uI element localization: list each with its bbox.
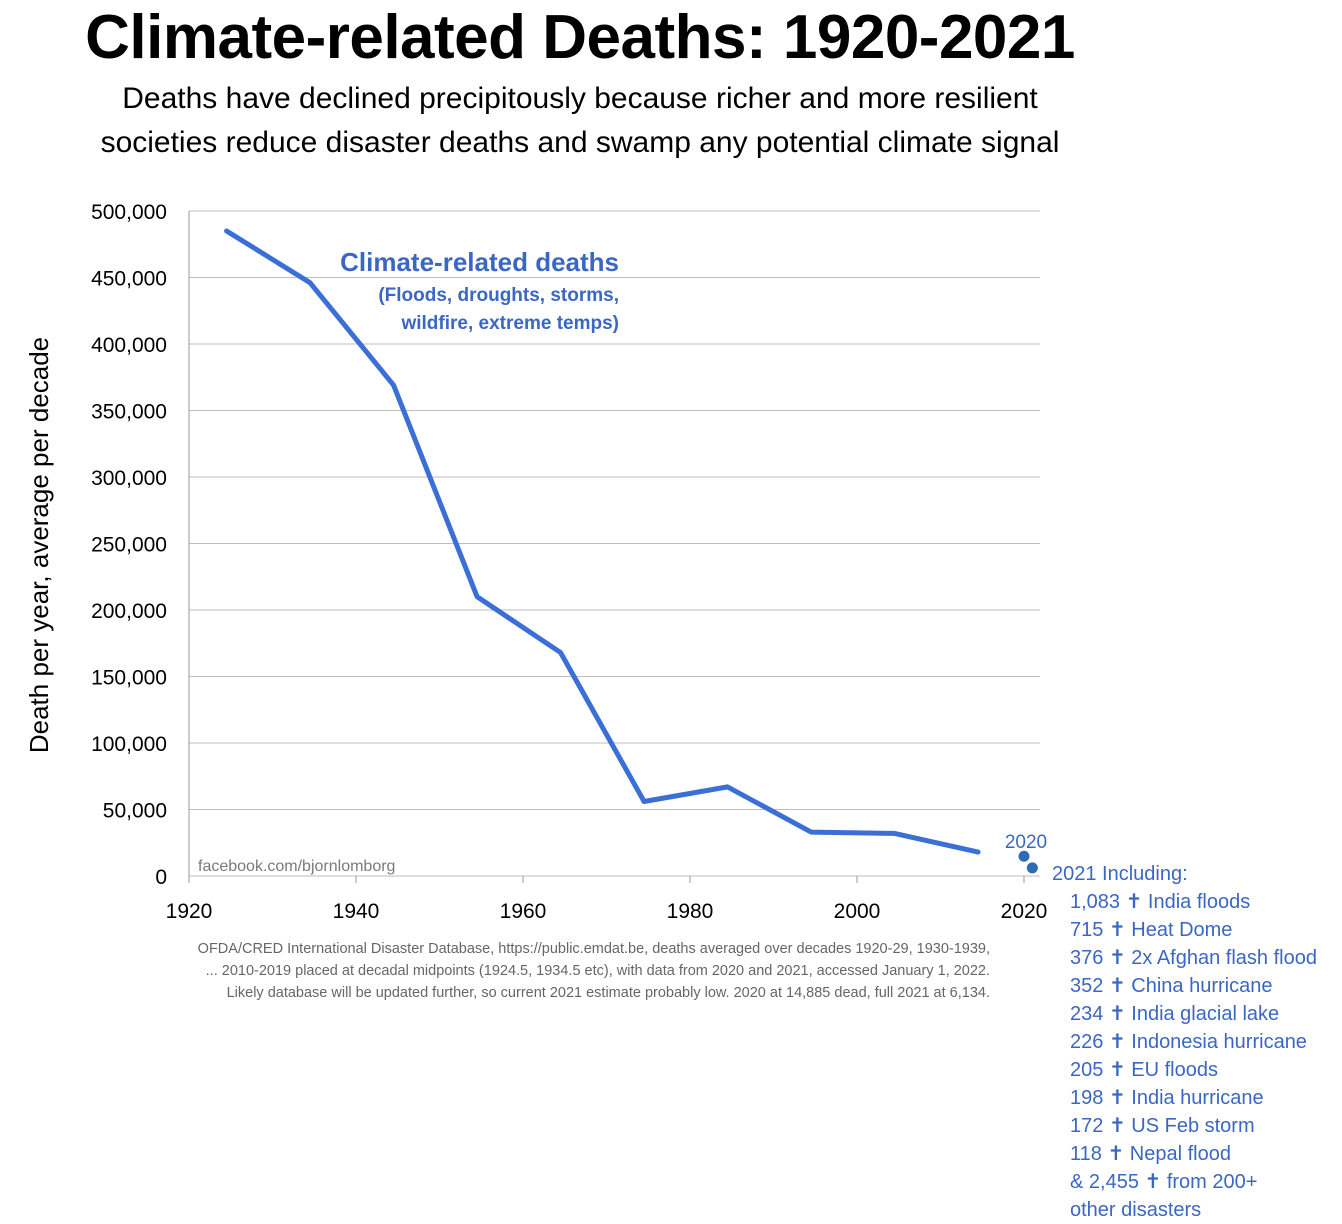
annotation-2021-item: & 2,455 ✝ from 200+ — [1070, 1168, 1317, 1196]
annotation-count: 198 — [1070, 1087, 1109, 1109]
annotation-2021-item: 715 ✝ Heat Dome — [1070, 916, 1317, 944]
annotation-2021-item: 118 ✝ Nepal flood — [1070, 1140, 1317, 1168]
annotation-event: US Feb storm — [1126, 1115, 1255, 1137]
cross-icon: ✝ — [1145, 1171, 1162, 1193]
x-tick-label: 1980 — [667, 900, 714, 923]
y-tick-label: 100,000 — [91, 733, 167, 756]
point-label-2020: 2020 — [1005, 832, 1047, 853]
annotation-count: 376 — [1070, 947, 1109, 969]
source-line: Likely database will be updated further,… — [60, 982, 990, 1004]
x-tick-label: 1940 — [333, 900, 380, 923]
annotation-event: India glacial lake — [1126, 1003, 1279, 1025]
gridlines — [189, 211, 1040, 876]
annotation-2021-heading: 2021 Including: — [1052, 860, 1317, 888]
annotation-2021-item: 198 ✝ India hurricane — [1070, 1084, 1317, 1112]
annotation-2021-item: 172 ✝ US Feb storm — [1070, 1112, 1317, 1140]
y-tick-label: 0 — [155, 866, 167, 889]
cross-icon: ✝ — [1109, 919, 1126, 941]
annotation-event: from 200+ — [1161, 1171, 1257, 1193]
y-tick-label: 300,000 — [91, 467, 167, 490]
annotation-event: India floods — [1142, 891, 1250, 913]
annotation-2021-item: 352 ✝ China hurricane — [1070, 972, 1317, 1000]
y-axis-tick-labels: 0 50,000 100,000 150,000 200,000 250,000 300,0… — [91, 201, 167, 889]
watermark: facebook.com/bjornlomborg — [198, 858, 395, 875]
cross-icon: ✝ — [1109, 1059, 1126, 1081]
annotation-count: 172 — [1070, 1115, 1109, 1137]
cross-icon: ✝ — [1109, 1087, 1126, 1109]
source-line: OFDA/CRED International Disaster Databas… — [60, 938, 990, 960]
annotation-count: 118 — [1070, 1143, 1107, 1165]
annotation-2021-item: 234 ✝ India glacial lake — [1070, 1000, 1317, 1028]
annotation-event: EU floods — [1126, 1059, 1218, 1081]
x-tick-label: 2020 — [1001, 900, 1048, 923]
series-sublabel-line-1: (Floods, droughts, storms, — [378, 285, 619, 306]
y-tick-label: 150,000 — [91, 667, 167, 690]
y-tick-label: 500,000 — [91, 201, 167, 224]
annotation-2021-item: 226 ✝ Indonesia hurricane — [1070, 1028, 1317, 1056]
annotation-event: Indonesia hurricane — [1126, 1031, 1307, 1053]
annotation-count: 1,083 — [1070, 891, 1126, 913]
y-tick-label: 450,000 — [91, 268, 167, 291]
annotation-count: & 2,455 — [1070, 1171, 1145, 1193]
y-tick-label: 250,000 — [91, 534, 167, 557]
annotation-2021-item: 376 ✝ 2x Afghan flash flood — [1070, 944, 1317, 972]
source-note: OFDA/CRED International Disaster Databas… — [60, 938, 990, 1004]
y-tick-label: 200,000 — [91, 600, 167, 623]
annotation-event: Nepal flood — [1124, 1143, 1231, 1165]
source-line: ... 2010-2019 placed at decadal midpoint… — [60, 960, 990, 982]
x-tick-label: 2000 — [834, 900, 881, 923]
annotation-2021-item: 1,083 ✝ India floods — [1070, 888, 1317, 916]
cross-icon: ✝ — [1109, 1031, 1126, 1053]
y-tick-label: 350,000 — [91, 401, 167, 424]
recent-year-points — [1019, 851, 1038, 874]
annotation-event: China hurricane — [1126, 975, 1273, 997]
annotation-count: 715 — [1070, 919, 1109, 941]
annotation-count: 205 — [1070, 1059, 1109, 1081]
cross-icon: ✝ — [1109, 947, 1126, 969]
annotation-2021-item: 205 ✝ EU floods — [1070, 1056, 1317, 1084]
y-tick-label: 400,000 — [91, 334, 167, 357]
point-2021 — [1027, 862, 1038, 873]
annotation-count: 234 — [1070, 1003, 1109, 1025]
annotation-event: 2x Afghan flash flood — [1126, 947, 1317, 969]
y-tick-label: 50,000 — [103, 800, 167, 823]
x-tick-label: 1920 — [166, 900, 213, 923]
cross-icon: ✝ — [1109, 1003, 1126, 1025]
cross-icon: ✝ — [1126, 891, 1143, 913]
series-sublabel-line-2: wildfire, extreme temps) — [400, 313, 619, 334]
cross-icon: ✝ — [1107, 1143, 1124, 1165]
cross-icon: ✝ — [1109, 1115, 1126, 1137]
y-axis-label: Death per year, average per decade — [24, 337, 54, 753]
x-axis-tick-labels: 1920 1940 1960 1980 2000 2020 — [166, 876, 1048, 923]
series-label: Climate-related deaths — [340, 247, 619, 277]
annotation-count: 226 — [1070, 1031, 1109, 1053]
annotation-event: Heat Dome — [1126, 919, 1233, 941]
annotation-count: 352 — [1070, 975, 1109, 997]
x-tick-label: 1960 — [500, 900, 547, 923]
cross-icon: ✝ — [1109, 975, 1126, 997]
annotation-event: India hurricane — [1126, 1087, 1264, 1109]
